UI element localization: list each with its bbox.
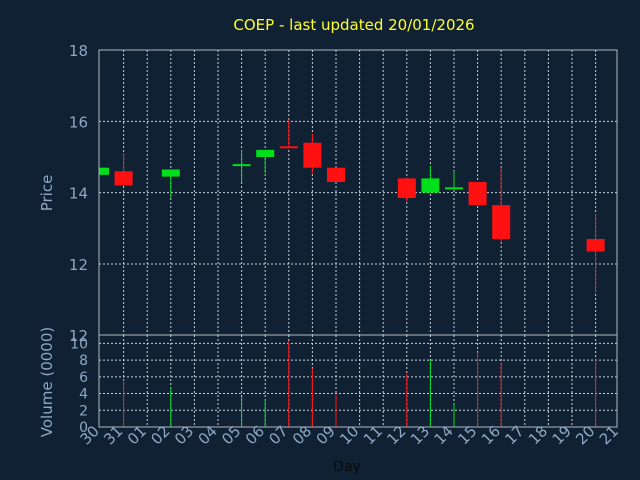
- price-tick-labels: 18 16 14 12 12: [69, 42, 88, 345]
- candle-body: [303, 142, 322, 168]
- price-tick-label: 12: [69, 327, 88, 345]
- volume-tick-label: 10: [70, 336, 88, 352]
- volume-tick-label: 4: [79, 387, 88, 403]
- price-grid: [99, 50, 617, 335]
- candle-body: [232, 164, 251, 167]
- x-axis-label: Day: [333, 459, 361, 475]
- price-tick-label: 16: [69, 113, 88, 131]
- candle-body: [492, 205, 511, 240]
- price-tick-label: 14: [69, 185, 88, 203]
- candle-body: [586, 239, 605, 252]
- candle-body: [468, 181, 487, 206]
- volume-axis-label: Volume (0000): [38, 327, 56, 437]
- volume-bars: [123, 340, 597, 427]
- volume-tick-label: 6: [79, 370, 88, 386]
- price-tick-label: 18: [69, 42, 88, 60]
- price-axis-label: Price: [38, 175, 56, 212]
- chart-title: COEP - last updated 20/01/2026: [233, 16, 474, 34]
- candle-body: [256, 149, 275, 157]
- candle-body: [114, 171, 133, 186]
- volume-frame: [98, 334, 618, 428]
- volume-tick-label: 0: [79, 420, 88, 436]
- volume-tick-label: 8: [79, 353, 88, 369]
- candle-body: [100, 167, 109, 175]
- volume-tick-label: 2: [79, 403, 88, 419]
- candle-body: [421, 178, 440, 193]
- price-candles: [99, 119, 605, 293]
- price-panel: 18 16 14 12 12 Price: [38, 42, 618, 345]
- candle-body: [161, 169, 180, 177]
- candle-body: [327, 167, 345, 182]
- price-tick-label: 12: [69, 256, 88, 274]
- candle-body: [445, 187, 463, 190]
- x-tick-labels: 3031010203040506070809101112131415161718…: [77, 422, 622, 448]
- candle-body: [397, 178, 416, 199]
- candle-body: [279, 146, 298, 149]
